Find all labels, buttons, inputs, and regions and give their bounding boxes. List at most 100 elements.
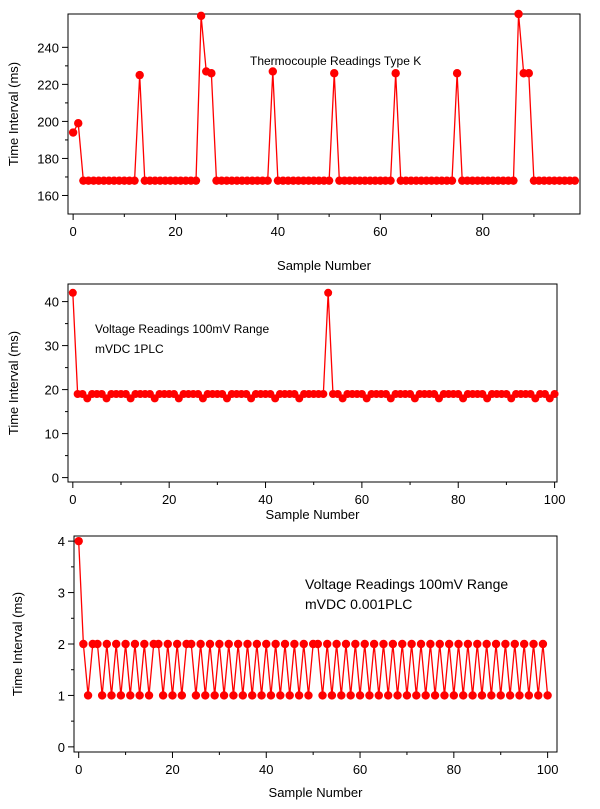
data-point xyxy=(473,639,482,649)
y-tick-label: 40 xyxy=(45,295,59,310)
data-point xyxy=(388,639,398,649)
y-tick-label: 20 xyxy=(45,383,59,398)
data-point xyxy=(262,639,271,649)
x-tick-label: 20 xyxy=(168,224,182,239)
y-tick-label: 1 xyxy=(58,688,65,703)
data-point xyxy=(477,691,487,700)
data-point xyxy=(510,639,519,649)
data-point xyxy=(102,639,112,649)
data-point xyxy=(374,691,384,700)
x-tick-label: 40 xyxy=(258,492,272,507)
data-point xyxy=(163,639,172,649)
data-point xyxy=(452,69,462,78)
data-point xyxy=(393,691,402,700)
chart-annotation: mVDC 0.001PLC xyxy=(305,596,412,612)
data-point xyxy=(355,691,365,700)
data-point xyxy=(391,69,400,78)
data-point xyxy=(280,639,290,649)
data-point xyxy=(107,691,116,700)
data-point xyxy=(313,639,323,649)
data-point xyxy=(290,639,299,649)
chart-annotation: Voltage Readings 100mV Range xyxy=(95,322,269,336)
x-tick-label: 0 xyxy=(75,762,82,777)
chart-annotation: Thermocouple Readings Type K xyxy=(250,54,421,68)
data-point xyxy=(238,691,248,700)
data-point xyxy=(416,639,426,649)
data-point xyxy=(205,639,215,649)
data-point xyxy=(130,176,139,185)
data-point xyxy=(271,639,280,649)
data-point xyxy=(318,691,327,700)
data-point xyxy=(112,639,121,649)
x-tick-label: 100 xyxy=(537,762,559,777)
data-point xyxy=(229,691,238,700)
y-tick-label: 160 xyxy=(37,188,59,203)
data-point xyxy=(324,176,334,185)
data-point xyxy=(268,67,277,76)
data-point xyxy=(337,691,346,700)
data-point xyxy=(386,176,395,185)
y-tick-label: 200 xyxy=(37,114,59,129)
data-point xyxy=(496,691,505,700)
data-point xyxy=(534,691,543,700)
y-axis-title: Time Interval (ms) xyxy=(6,331,21,435)
data-point xyxy=(135,70,144,80)
data-point xyxy=(130,639,140,649)
data-point xyxy=(168,691,177,700)
data-point xyxy=(538,639,548,649)
data-point xyxy=(524,691,534,700)
x-tick-label: 20 xyxy=(165,762,179,777)
x-tick-label: 80 xyxy=(447,762,461,777)
y-axis-title: Time Interval (ms) xyxy=(6,62,21,166)
data-point xyxy=(491,639,501,649)
data-point xyxy=(360,639,369,649)
y-tick-label: 4 xyxy=(58,534,65,549)
data-point xyxy=(421,691,430,700)
plot-frame xyxy=(67,283,558,483)
data-point xyxy=(191,176,201,185)
x-tick-label: 100 xyxy=(544,492,566,507)
x-axis-title: Sample Number xyxy=(266,507,361,522)
data-point xyxy=(74,119,83,128)
data-point xyxy=(509,176,518,185)
data-point xyxy=(459,691,468,700)
data-point xyxy=(468,691,477,700)
data-point xyxy=(515,691,524,700)
data-point xyxy=(207,69,216,78)
data-point xyxy=(426,639,435,649)
data-point xyxy=(514,9,523,19)
x-tick-label: 40 xyxy=(259,762,273,777)
data-point xyxy=(210,691,219,700)
data-point xyxy=(215,639,224,649)
data-point xyxy=(276,691,285,700)
data-point xyxy=(324,288,333,297)
data-point xyxy=(304,691,313,700)
y-tick-label: 10 xyxy=(45,427,59,442)
data-point xyxy=(116,691,126,700)
data-point xyxy=(68,128,78,137)
data-point xyxy=(243,639,252,649)
x-tick-label: 60 xyxy=(373,224,387,239)
data-point xyxy=(257,691,266,700)
data-point xyxy=(398,639,407,649)
data-point xyxy=(505,691,515,700)
y-tick-label: 0 xyxy=(58,740,65,755)
x-tick-label: 0 xyxy=(70,224,77,239)
data-point xyxy=(83,691,93,700)
x-tick-label: 60 xyxy=(353,762,367,777)
data-point xyxy=(341,639,351,649)
data-point xyxy=(570,176,580,185)
y-axis-title: Time Interval (ms) xyxy=(10,592,25,696)
x-tick-label: 20 xyxy=(162,492,176,507)
chart-panel-3: 0 20 40 60 80 100 0 1 2 3 4 Sample Number Time Inter… xyxy=(10,534,558,800)
y-tick-label: 220 xyxy=(37,77,59,92)
x-axis-title: Sample Number xyxy=(269,785,364,800)
data-point xyxy=(285,691,294,700)
series-line xyxy=(72,13,575,182)
y-tick-label: 30 xyxy=(45,339,59,354)
data-point xyxy=(550,390,559,398)
y-tick-label: 2 xyxy=(58,637,65,652)
data-point xyxy=(319,390,328,398)
chart-annotation: Voltage Readings 100mV Range xyxy=(305,576,508,592)
